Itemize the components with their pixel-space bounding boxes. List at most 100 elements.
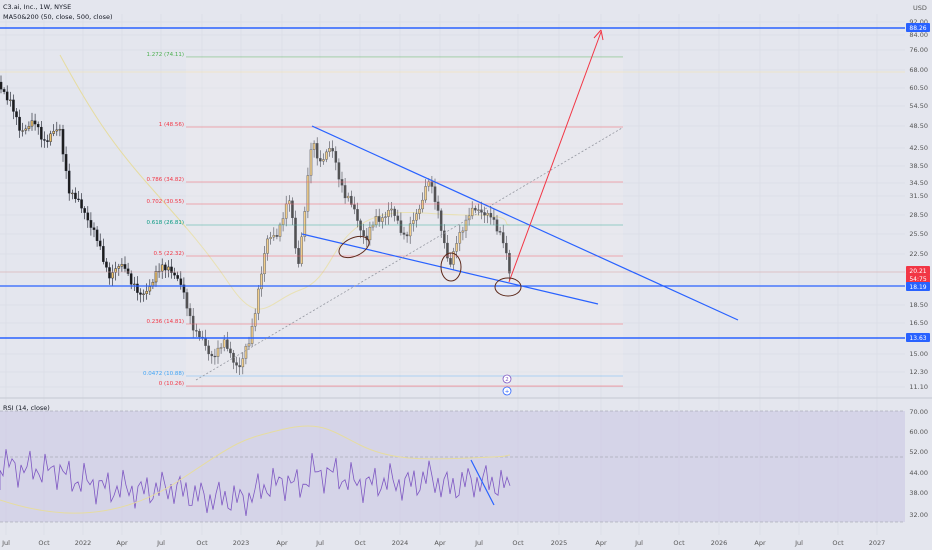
candle-fill: [369, 227, 371, 240]
fib-level-label: 0.786 (34.82): [146, 177, 184, 183]
fib-level-label: 0.702 (30.55): [146, 199, 184, 205]
price-tick-label: 60.50: [909, 84, 928, 92]
price-tick-label: 68.00: [909, 66, 928, 74]
indicator-legend: MA50&200 (50, close, 500, close): [3, 13, 113, 21]
fib-level-label: 1.272 (74.11): [146, 52, 184, 58]
rsi-tick-label: 70.00: [909, 408, 928, 416]
price-tick-label: 12.30: [909, 368, 928, 376]
candle-fill: [25, 129, 27, 131]
candle-fill: [52, 131, 55, 134]
event-marker: [502, 374, 512, 384]
price-tick-label: 15.00: [909, 350, 928, 358]
fib-level-label: 0.618 (26.81): [146, 220, 184, 226]
event-marker-label: +: [505, 389, 510, 395]
highlight-ellipse: [440, 252, 462, 282]
candle-fill: [291, 201, 294, 218]
candle-fill: [440, 210, 442, 231]
price-tag: [906, 266, 930, 275]
candle-fill: [34, 120, 36, 124]
time-tick-label: Oct: [354, 539, 366, 547]
candle-fill: [353, 204, 356, 209]
drawings[interactable]: 2+: [0, 27, 905, 396]
candle-fill: [325, 152, 328, 160]
candle-fill: [31, 120, 33, 126]
candle-fill: [99, 241, 101, 246]
price-tick-label: 38.50: [909, 162, 928, 170]
price-tick-label: 54.50: [909, 102, 928, 110]
rsi-line: [0, 449, 511, 517]
candle-fill: [40, 127, 43, 140]
candle-fill: [304, 211, 306, 237]
time-tick-label: Apr: [754, 539, 766, 547]
price-tag-label: 88.26: [909, 25, 926, 32]
candle-fill: [15, 111, 18, 117]
candle-fill: [263, 253, 266, 274]
candle-fill: [105, 262, 108, 268]
rsi-tick-label: 44.00: [909, 469, 928, 477]
candle-fill: [471, 208, 473, 216]
highlight-ellipse: [494, 277, 522, 297]
candle-fill: [176, 275, 179, 279]
price-tick-label: 16.50: [909, 319, 928, 327]
candle-fill: [242, 358, 244, 367]
price-tick-label: 34.50: [909, 179, 928, 187]
time-tick-label: Jul: [156, 539, 165, 547]
time-tick-label: 2026: [711, 539, 728, 547]
fib-level-label: 1 (48.56): [159, 122, 184, 128]
candle-fill: [403, 233, 405, 235]
ma50-line: [59, 54, 511, 310]
time-tick-label: Oct: [673, 539, 685, 547]
candle-fill: [499, 231, 501, 233]
price-tick-label: 76.00: [909, 46, 928, 54]
candle-fill: [204, 338, 207, 346]
event-marker-label: 2: [505, 377, 509, 383]
candle-fill: [387, 210, 390, 217]
fib-level-label: 0 (10.26): [159, 381, 184, 387]
candle-fill: [6, 92, 8, 100]
candle-fill: [183, 285, 185, 293]
candle-fill: [502, 232, 504, 243]
candle-fill: [118, 266, 120, 269]
candle-fill: [381, 217, 384, 222]
candle-fill: [300, 236, 303, 264]
time-tick-label: 2024: [392, 539, 409, 547]
candle-fill: [390, 209, 393, 210]
fib-level-label: 0.236 (14.81): [146, 319, 184, 325]
candle-fill: [80, 199, 83, 209]
candle-fill: [266, 239, 269, 254]
candle-fill: [359, 220, 362, 231]
candle-fill: [0, 82, 2, 89]
candle-fill: [254, 313, 256, 327]
time-tick-label: Jul: [315, 539, 324, 547]
trendline-dashed: [195, 127, 623, 381]
candle-fill: [83, 208, 86, 213]
rsi-tick-label: 60.00: [909, 428, 928, 436]
candle-series: [0, 75, 511, 375]
candle-fill: [12, 100, 15, 112]
candle-fill: [362, 230, 365, 236]
ma-line: [59, 54, 511, 310]
candle-fill: [68, 171, 70, 194]
rsi-tick-label: 38.00: [909, 489, 928, 497]
candle-fill: [496, 219, 498, 231]
candle-fill: [217, 348, 219, 357]
candle-fill: [431, 181, 433, 187]
candle-fill: [87, 212, 89, 220]
candle-fill: [192, 316, 194, 331]
rsi-divergence-line: [470, 459, 495, 506]
price-tick-label: 28.50: [909, 211, 928, 219]
time-tick-label: Jul: [794, 539, 803, 547]
candle-fill: [211, 354, 213, 356]
candle-fill: [400, 220, 402, 233]
candle-fill: [121, 264, 123, 267]
rsi-ma: [0, 425, 511, 514]
fib-retracement[interactable]: 1.272 (74.11) 1 (48.56) 0.786 (34.82) 0.702…: [143, 52, 623, 387]
price-tick-label: 18.50: [909, 301, 928, 309]
time-tick-label: 2023: [233, 539, 250, 547]
candle-fill: [437, 202, 439, 211]
highlight-ellipse: [338, 235, 370, 259]
candle-fill: [111, 272, 114, 278]
candle-fill: [229, 349, 232, 353]
time-tick-label: Apr: [595, 539, 607, 547]
